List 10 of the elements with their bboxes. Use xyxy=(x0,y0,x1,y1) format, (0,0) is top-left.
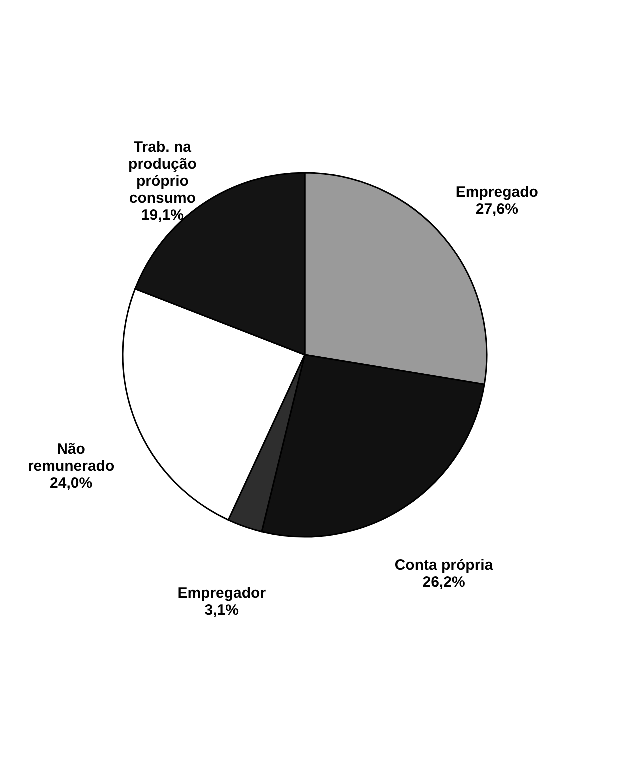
data-label: 26,2% xyxy=(422,574,466,592)
data-label: 24,0% xyxy=(50,475,93,492)
slice-label: Empregador xyxy=(178,584,266,602)
slice-label: Não remunerado xyxy=(28,441,115,476)
slice-label: Trab. na produção próprio consumo xyxy=(128,139,197,208)
data-label: 27,6% xyxy=(476,200,518,218)
slice-label: Conta própria xyxy=(394,557,494,574)
data-label: 3,1% xyxy=(204,602,239,619)
data-label: 19,1% xyxy=(141,207,184,224)
slice-label: Empregado xyxy=(456,184,538,201)
